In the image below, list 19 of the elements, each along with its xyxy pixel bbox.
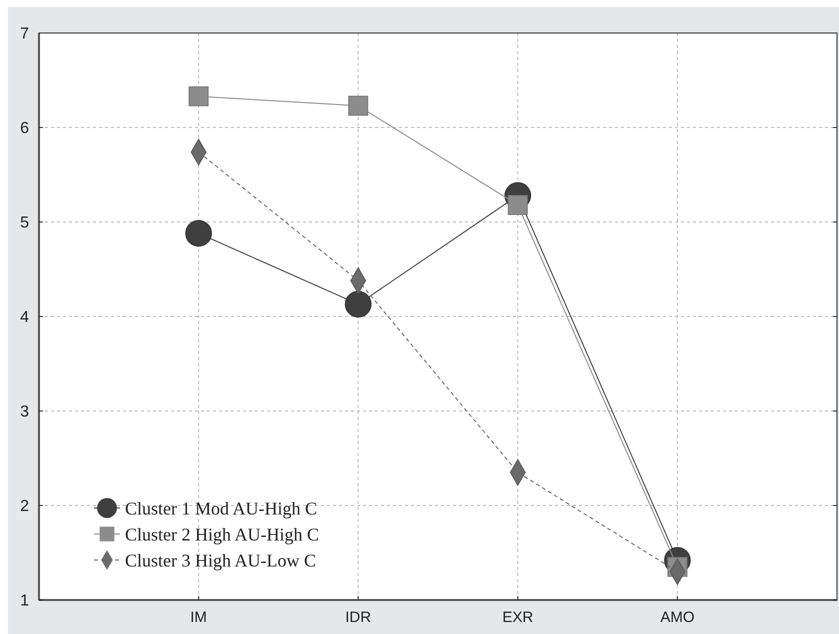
point (185, 220, 212, 247)
legend-label: Cluster 1 Mod AU-High C (125, 498, 318, 518)
y-tick-label: 5 (20, 214, 30, 232)
y-tick-label: 3 (20, 404, 30, 421)
y-tick-label: 4 (20, 309, 30, 326)
x-tick-label: IDR (345, 609, 372, 626)
point (508, 195, 528, 215)
point (348, 96, 368, 116)
y-tick-label: 2 (20, 498, 30, 516)
legend-label: Cluster 2 High AU-High C (125, 524, 320, 544)
x-tick-label: AMO (660, 609, 694, 626)
x-tick-label: IM (190, 609, 207, 626)
y-tick-label: 1 (20, 592, 30, 610)
point (344, 290, 372, 318)
y-tick-label: 7 (20, 26, 30, 43)
x-tick-label: EXR (502, 609, 534, 626)
point (188, 86, 209, 106)
y-tick-label: 6 (20, 120, 30, 138)
legend-label: Cluster 3 High AU-Low C (125, 550, 316, 570)
